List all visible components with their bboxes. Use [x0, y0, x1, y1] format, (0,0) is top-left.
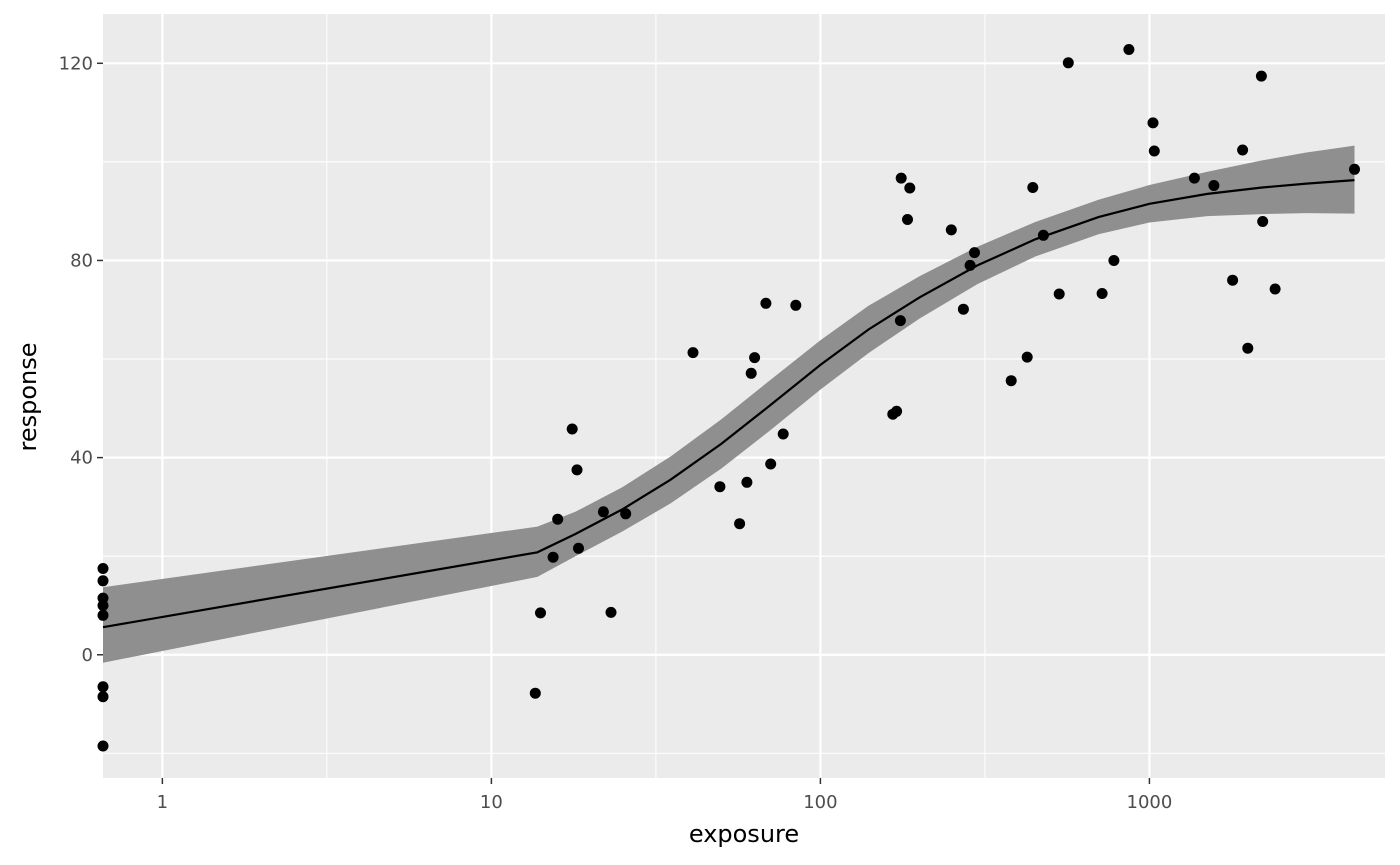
- data-point: [566, 423, 578, 435]
- data-point: [895, 172, 907, 184]
- data-point: [714, 481, 726, 493]
- data-point: [97, 563, 109, 574]
- data-point: [552, 513, 564, 525]
- data-point: [97, 691, 109, 703]
- confidence-band: [103, 145, 1355, 663]
- data-point: [97, 600, 109, 611]
- data-point: [529, 687, 541, 699]
- data-point: [97, 740, 109, 752]
- y-tick-label: 120: [59, 53, 93, 74]
- data-point: [741, 476, 753, 488]
- data-point: [790, 299, 802, 311]
- data-point: [777, 428, 789, 440]
- grid-lines: [103, 14, 1385, 778]
- data-point: [1037, 229, 1049, 241]
- data-point: [597, 506, 609, 518]
- data-point: [687, 347, 699, 359]
- x-tick-label: 1000: [1127, 792, 1173, 813]
- data-point: [765, 458, 777, 470]
- data-point: [605, 606, 617, 618]
- data-point: [1269, 283, 1281, 295]
- confidence-band-layer: [103, 145, 1355, 663]
- data-point: [1255, 70, 1267, 82]
- x-tick-label: 10: [480, 792, 503, 813]
- y-axis-title: response: [14, 342, 42, 451]
- y-tick-label: 40: [70, 448, 93, 469]
- data-point: [749, 352, 761, 364]
- data-point: [1208, 180, 1220, 191]
- data-point: [547, 551, 559, 563]
- data-point: [964, 259, 976, 271]
- data-point: [1021, 351, 1033, 363]
- data-point: [969, 247, 980, 259]
- y-tick-label: 80: [70, 250, 93, 271]
- data-point: [1349, 163, 1360, 175]
- data-point: [734, 518, 746, 530]
- x-tick-label: 100: [803, 792, 837, 813]
- data-point: [620, 508, 632, 520]
- data-point: [1257, 216, 1269, 227]
- data-point: [745, 367, 757, 379]
- data-point: [760, 297, 772, 309]
- data-point: [891, 405, 903, 417]
- data-point: [97, 609, 109, 621]
- data-point: [1188, 172, 1200, 184]
- data-point: [1108, 255, 1120, 266]
- data-point: [1005, 375, 1017, 387]
- data-point: [1147, 117, 1159, 129]
- data-point: [894, 315, 906, 327]
- fit-line: [102, 179, 1355, 629]
- data-point: [1148, 145, 1160, 157]
- data-point: [535, 607, 546, 619]
- y-tick-label: 0: [82, 645, 93, 666]
- data-point: [945, 224, 957, 236]
- data-point: [1242, 342, 1254, 354]
- data-point: [902, 214, 913, 225]
- data-point: [1027, 182, 1039, 193]
- data-point: [97, 575, 109, 587]
- panel-background: [103, 14, 1385, 778]
- x-axis-title: exposure: [689, 820, 799, 848]
- data-point: [1062, 57, 1074, 69]
- x-tick-label: 1: [157, 792, 168, 813]
- data-point: [957, 303, 969, 315]
- data-point: [904, 182, 916, 194]
- data-point: [97, 681, 109, 693]
- data-points: [97, 44, 1360, 752]
- data-point: [573, 542, 584, 554]
- axes: 1 10 100 1000 0 40 80 120: [59, 53, 1173, 813]
- fit-line-layer: [102, 179, 1355, 629]
- data-point: [1053, 288, 1065, 300]
- data-point: [1227, 274, 1239, 286]
- data-point: [571, 464, 583, 476]
- data-point: [1096, 288, 1108, 299]
- data-point: [1237, 144, 1249, 156]
- data-point: [1123, 44, 1135, 55]
